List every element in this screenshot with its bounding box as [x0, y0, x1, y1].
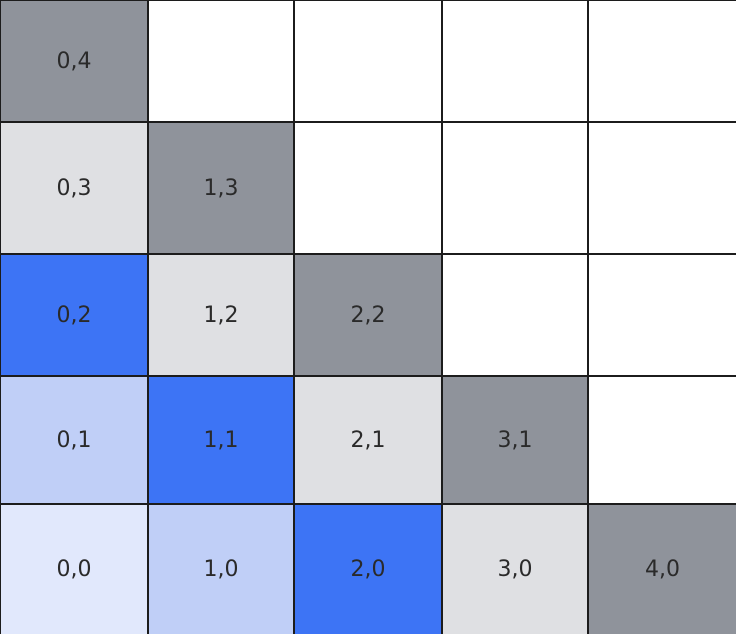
cell-label: 2,0 — [350, 557, 386, 582]
cell-label: 2,1 — [350, 427, 386, 453]
grid-cell — [589, 0, 736, 123]
grid-cell — [295, 123, 443, 255]
grid-cell: 1,3 — [149, 123, 295, 255]
grid-cell — [589, 123, 736, 255]
grid-cell: 2,0 — [295, 505, 443, 634]
cell-label: 3,1 — [497, 427, 533, 453]
grid-cell: 1,2 — [149, 255, 295, 377]
grid-cell — [589, 255, 736, 377]
grid-cell: 1,1 — [149, 377, 295, 505]
cell-label: 0,3 — [56, 175, 92, 201]
cell-label: 1,0 — [203, 557, 239, 582]
cell-label: 0,4 — [56, 48, 92, 74]
grid-cell: 0,2 — [0, 255, 149, 377]
cell-label: 0,1 — [56, 427, 92, 453]
grid-cell — [443, 123, 589, 255]
grid-cell: 0,3 — [0, 123, 149, 255]
grid-cell — [295, 0, 443, 123]
grid-cell: 3,0 — [443, 505, 589, 634]
cell-label: 2,2 — [350, 302, 386, 328]
cell-label: 1,1 — [203, 427, 239, 453]
grid-cell: 0,0 — [0, 505, 149, 634]
grid-cell: 4,0 — [589, 505, 736, 634]
grid-cell: 3,1 — [443, 377, 589, 505]
grid-cell — [443, 0, 589, 123]
grid-cell: 2,1 — [295, 377, 443, 505]
grid-cell — [589, 377, 736, 505]
grid-cell — [443, 255, 589, 377]
cell-label: 4,0 — [645, 557, 680, 582]
grid-cell: 2,2 — [295, 255, 443, 377]
grid-cell — [149, 0, 295, 123]
cell-label: 1,3 — [203, 175, 239, 201]
cell-label: 3,0 — [497, 557, 533, 582]
grid-cell: 0,1 — [0, 377, 149, 505]
grid-cell: 0,4 — [0, 0, 149, 123]
grid-cell: 1,0 — [149, 505, 295, 634]
cell-label: 0,0 — [56, 557, 92, 582]
cell-label: 1,2 — [203, 302, 239, 328]
cell-label: 0,2 — [56, 302, 92, 328]
